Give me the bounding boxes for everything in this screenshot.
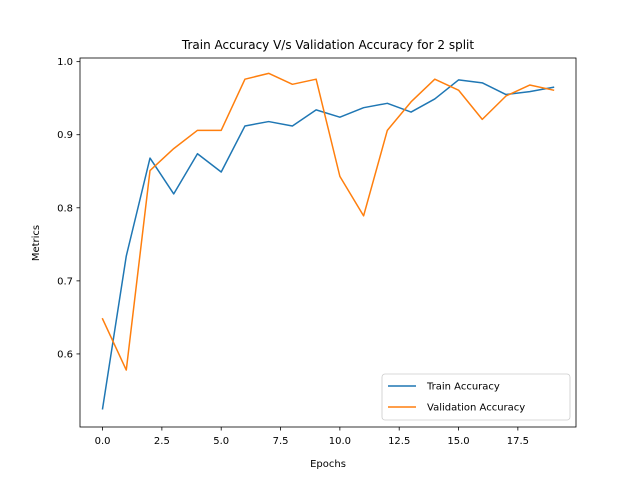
x-tick-label: 2.5	[154, 436, 170, 447]
legend: Train Accuracy Validation Accuracy	[381, 373, 571, 421]
legend-box	[381, 373, 571, 421]
y-tick-label: 0.6	[57, 349, 73, 360]
chart-title: Train Accuracy V/s Validation Accuracy f…	[181, 38, 474, 52]
plot-area-frame	[79, 57, 577, 428]
series-line-train-accuracy	[101, 79, 555, 410]
x-tick-label: 5.0	[213, 436, 229, 447]
y-tick-label: 0.9	[57, 130, 73, 141]
y-axis-label: Metrics	[31, 225, 42, 261]
x-tick-label: 17.5	[507, 436, 529, 447]
series-line-validation-accuracy	[101, 72, 555, 371]
y-tick-label: 1.0	[57, 57, 73, 68]
y-tick-label: 0.7	[57, 276, 73, 287]
x-tick-label: 7.5	[273, 436, 289, 447]
x-tick-label: 0.0	[95, 436, 111, 447]
series-layer	[101, 72, 555, 410]
x-tick-label: 15.0	[447, 436, 469, 447]
x-axis: 0.0 2.5 5.0 7.5 10.0 12.5 15.0 17.5	[95, 427, 529, 447]
x-tick-label: 10.0	[329, 436, 351, 447]
x-tick-label: 12.5	[388, 436, 410, 447]
y-axis: 0.6 0.7 0.8 0.9 1.0	[57, 57, 80, 360]
legend-label: Validation Accuracy	[427, 403, 525, 414]
x-axis-label: Epochs	[310, 459, 346, 470]
legend-label: Train Accuracy	[426, 382, 500, 393]
y-tick-label: 0.8	[57, 203, 73, 214]
